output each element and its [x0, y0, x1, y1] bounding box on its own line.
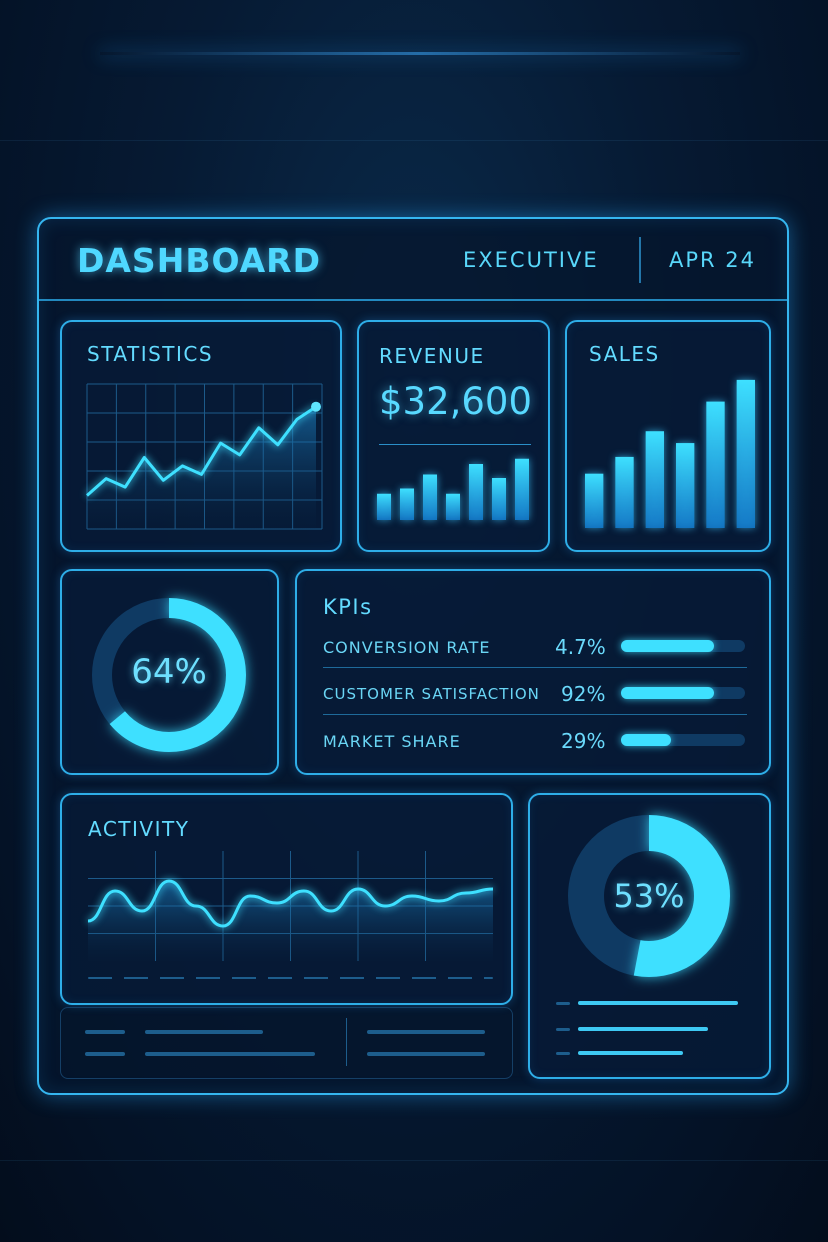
- sales-bar: [736, 379, 755, 528]
- footer-line: [145, 1030, 263, 1034]
- secondary-donut-fill: [568, 815, 730, 977]
- legend-marker: [556, 1028, 570, 1031]
- kpi-divider: [323, 714, 747, 715]
- bg-divider: [0, 1160, 828, 1161]
- header-separator: [39, 299, 787, 301]
- footer-divider: [346, 1018, 347, 1066]
- sales-bar: [615, 456, 634, 528]
- activity-area: [88, 881, 493, 961]
- statistics-chart: [86, 383, 323, 530]
- activity-line: [87, 879, 494, 928]
- kpi-value-satisfaction: 92%: [561, 682, 606, 706]
- revenue-divider: [379, 444, 531, 445]
- kpi-value-conversion: 4.7%: [555, 635, 606, 659]
- legend-line: [578, 1027, 708, 1031]
- sales-panel[interactable]: SALES: [565, 320, 771, 552]
- secondary-donut: [568, 815, 730, 977]
- kpi-name-conversion: CONVERSION RATE: [323, 638, 491, 657]
- progress-donut-value: 64%: [131, 652, 207, 692]
- footer-line: [85, 1052, 125, 1056]
- kpi-bar-fill: [621, 734, 671, 746]
- revenue-bar: [446, 493, 460, 520]
- statistics-endpoint: [311, 401, 321, 412]
- kpi-value-market-share: 29%: [561, 729, 606, 753]
- kpi-divider: [323, 667, 747, 668]
- revenue-bar: [469, 464, 483, 520]
- sales-bar: [645, 431, 664, 528]
- secondary-donut-value: 53%: [613, 877, 685, 915]
- statistics-panel[interactable]: STATISTICS: [60, 320, 342, 552]
- sales-bar: [585, 473, 604, 528]
- revenue-amount: $32,600: [379, 380, 533, 423]
- sales-label: SALES: [589, 342, 660, 366]
- kpi-bar-satisfaction: [621, 687, 745, 699]
- progress-donut-panel[interactable]: 64%: [60, 569, 279, 775]
- sales-bar-chart: [585, 379, 755, 528]
- legend-line: [578, 1051, 683, 1055]
- bg-divider: [0, 140, 828, 141]
- progress-donut: [92, 598, 246, 752]
- view-selector[interactable]: EXECUTIVE: [463, 248, 599, 272]
- kpi-bar-market-share: [621, 734, 745, 746]
- legend-marker: [556, 1002, 570, 1005]
- revenue-panel[interactable]: REVENUE $32,600: [357, 320, 550, 552]
- revenue-bar-chart: [377, 458, 529, 520]
- activity-axis-dashes: [88, 977, 493, 979]
- kpi-title: KPIs: [323, 595, 373, 619]
- activity-label: ACTIVITY: [88, 817, 190, 841]
- footer-line: [145, 1052, 315, 1056]
- sales-bar: [706, 401, 725, 528]
- statistics-label: STATISTICS: [87, 342, 214, 366]
- footer-line: [367, 1052, 485, 1056]
- revenue-bar: [377, 493, 391, 520]
- page-title: DASHBOARD: [77, 241, 321, 280]
- activity-chart: [87, 851, 494, 961]
- kpi-bar-fill: [621, 640, 714, 652]
- revenue-label: REVENUE: [379, 344, 485, 368]
- kpi-bar-conversion: [621, 640, 745, 652]
- dashboard-frame: DASHBOARD EXECUTIVE APR 24 STATISTICS RE…: [37, 217, 789, 1095]
- activity-footer: [60, 1007, 513, 1079]
- legend-line: [578, 1001, 738, 1005]
- legend-marker: [556, 1052, 570, 1055]
- kpi-name-satisfaction: CUSTOMER SATISFACTION: [323, 685, 540, 703]
- statistics-line: [86, 405, 317, 497]
- revenue-bar: [492, 478, 506, 520]
- revenue-bar: [515, 458, 529, 520]
- ceiling-light: [100, 52, 740, 55]
- header-divider: [639, 237, 641, 283]
- revenue-bar: [400, 488, 414, 520]
- secondary-donut-panel[interactable]: 53%: [528, 793, 771, 1079]
- revenue-bar: [423, 474, 437, 520]
- kpi-name-market-share: MARKET SHARE: [323, 732, 461, 751]
- footer-line: [367, 1030, 485, 1034]
- sales-bar: [676, 443, 695, 528]
- date-label[interactable]: APR 24: [669, 248, 757, 272]
- footer-line: [85, 1030, 125, 1034]
- progress-donut-fill: [92, 598, 246, 752]
- activity-panel[interactable]: ACTIVITY: [60, 793, 513, 1005]
- kpi-bar-fill: [621, 687, 714, 699]
- statistics-area: [87, 406, 316, 529]
- kpi-panel[interactable]: KPIs CONVERSION RATE 4.7% CUSTOMER SATIS…: [295, 569, 771, 775]
